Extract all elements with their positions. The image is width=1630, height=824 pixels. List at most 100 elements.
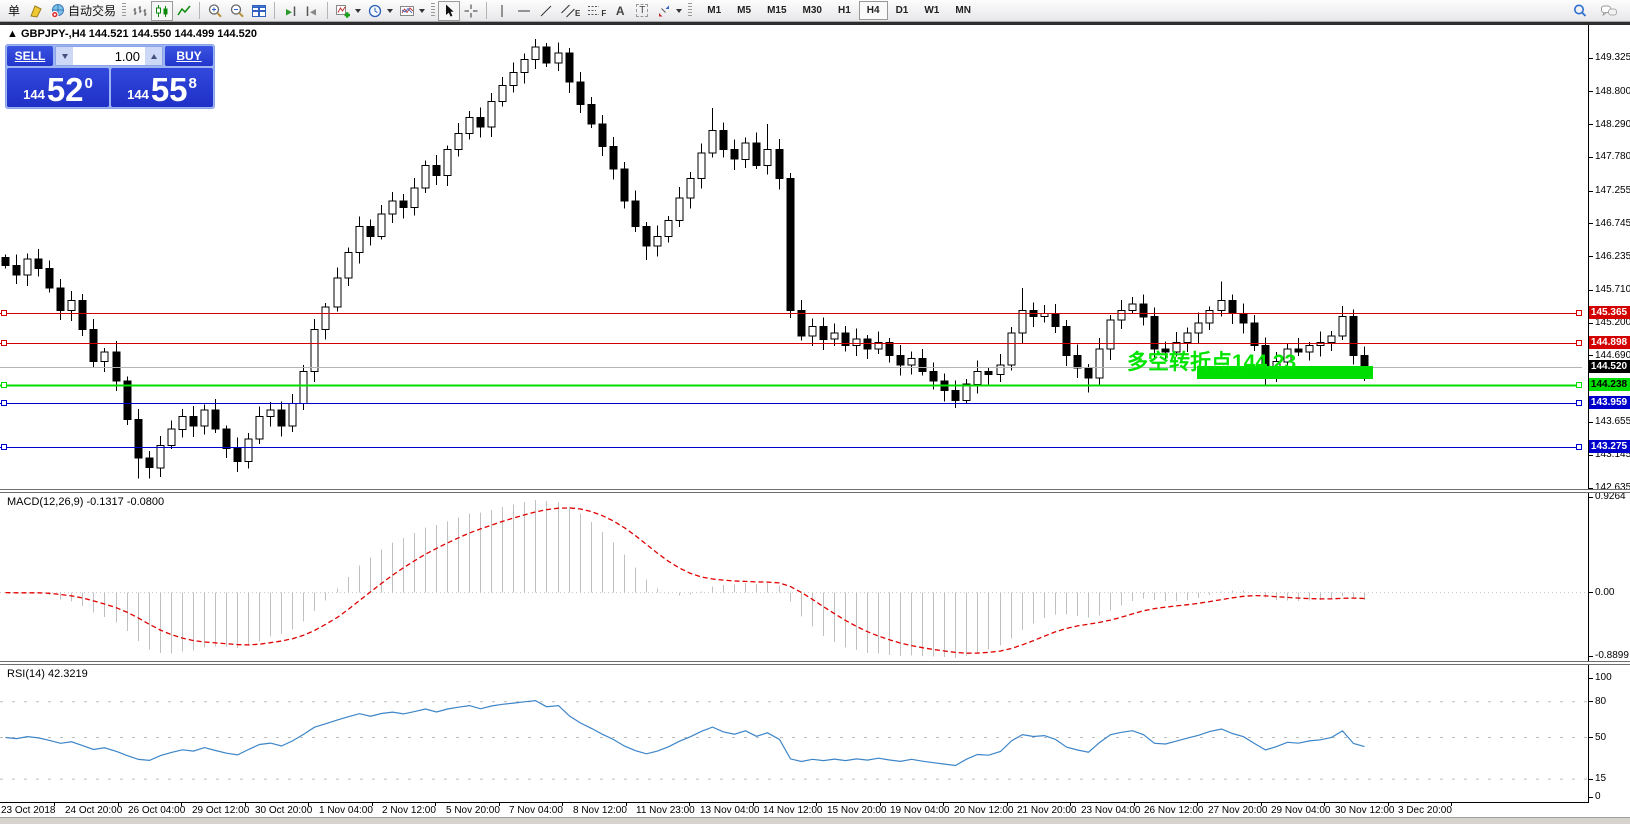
fibonacci-tool-button[interactable]: F bbox=[583, 1, 609, 21]
chevron-down-icon bbox=[419, 8, 426, 13]
timeframe-M30[interactable]: M30 bbox=[802, 5, 822, 16]
crosshair-tool-button[interactable] bbox=[460, 1, 482, 21]
sell-price-sup: 0 bbox=[84, 75, 93, 92]
candlestick-chart-button[interactable] bbox=[151, 0, 174, 21]
sell-button[interactable]: SELL bbox=[7, 46, 53, 66]
zoom-out-button[interactable] bbox=[226, 1, 248, 21]
buy-price-button[interactable]: 144 55 8 bbox=[111, 68, 213, 107]
macd-indicator-label: MACD(12,26,9) -0.1317 -0.0800 bbox=[7, 496, 165, 508]
channel-letter: E bbox=[575, 9, 581, 18]
bar-chart-button[interactable] bbox=[129, 1, 151, 21]
rsi-pane-splitter[interactable] bbox=[0, 661, 1630, 665]
zoom-out-icon bbox=[229, 3, 245, 19]
sell-label: SELL bbox=[14, 49, 46, 63]
hline-handle[interactable] bbox=[1, 444, 7, 450]
templates-button[interactable] bbox=[396, 1, 428, 21]
candlestick-chart-icon bbox=[154, 3, 170, 19]
add-indicator-button[interactable] bbox=[332, 1, 364, 21]
sell-price-big: 52 bbox=[46, 70, 84, 108]
rsi-line bbox=[5, 699, 1365, 767]
timeframe-W1[interactable]: W1 bbox=[924, 5, 940, 16]
hline-handle[interactable] bbox=[1, 340, 7, 346]
new-order-label: 单 bbox=[7, 4, 20, 18]
new-order-button[interactable]: 单 bbox=[3, 1, 25, 21]
line-chart-icon bbox=[176, 3, 192, 19]
annotation-text[interactable]: 多空转折点144.23 bbox=[1127, 351, 1297, 374]
zoom-in-icon bbox=[207, 3, 223, 19]
support-bar-rect[interactable] bbox=[1197, 366, 1373, 379]
volume-increase-button[interactable] bbox=[145, 47, 162, 65]
timeframe-H4[interactable]: H4 bbox=[858, 1, 888, 20]
hline-handle[interactable] bbox=[1, 400, 7, 406]
sell-price-prefix: 144 bbox=[23, 87, 45, 102]
trendline-tool-button[interactable] bbox=[535, 1, 557, 21]
support-rectangle[interactable] bbox=[1197, 366, 1373, 379]
equidistant-channel-icon bbox=[560, 3, 576, 19]
chart-shift-button[interactable] bbox=[301, 1, 323, 21]
timeframe-M15[interactable]: M15 bbox=[767, 5, 787, 16]
arrows-icon bbox=[656, 3, 672, 19]
hline-handle[interactable] bbox=[1, 310, 7, 316]
timeframe-H1[interactable]: H1 bbox=[837, 5, 851, 16]
symbol-info-text: GBPJPY-,H4 144.521 144.550 144.499 144.5… bbox=[20, 28, 258, 40]
channel-tool-button[interactable]: E bbox=[557, 1, 583, 21]
timeframe-MN[interactable]: MN bbox=[955, 5, 971, 16]
auto-trading-button[interactable]: 自动交易 bbox=[47, 1, 119, 21]
search-button[interactable] bbox=[1569, 1, 1591, 21]
bar-chart-icon bbox=[132, 3, 148, 19]
crosshair-icon bbox=[463, 3, 479, 19]
chat-button[interactable] bbox=[1597, 1, 1621, 21]
hline-handle[interactable] bbox=[1, 382, 7, 388]
toolbar-grip bbox=[688, 3, 693, 18]
toolbar-grip bbox=[122, 3, 127, 18]
periods-button[interactable] bbox=[364, 1, 396, 21]
tile-windows-button[interactable] bbox=[248, 1, 270, 21]
horizontal-lines bbox=[0, 310, 1582, 450]
cursor-tool-button[interactable] bbox=[438, 0, 461, 21]
hline-handle[interactable] bbox=[1576, 382, 1582, 388]
hline-handle[interactable] bbox=[1576, 340, 1582, 346]
zoom-in-button[interactable] bbox=[204, 1, 226, 21]
add-indicator-icon bbox=[335, 3, 351, 19]
text-label-icon: T bbox=[636, 4, 649, 17]
trendline-icon bbox=[538, 3, 554, 19]
search-icon bbox=[1572, 3, 1588, 19]
toolbar-grip bbox=[431, 3, 436, 18]
timeframe-M5[interactable]: M5 bbox=[737, 5, 752, 16]
text-label-tool-button[interactable]: T bbox=[631, 1, 653, 21]
arrows-tool-button[interactable] bbox=[653, 1, 685, 21]
chevron-down-icon bbox=[355, 8, 362, 13]
line-chart-button[interactable] bbox=[173, 1, 195, 21]
volume-field[interactable]: 1.00 bbox=[73, 47, 145, 65]
candlesticks bbox=[1, 39, 1369, 479]
order-history-button[interactable] bbox=[25, 1, 47, 21]
rsi-indicator-label: RSI(14) 42.3219 bbox=[7, 668, 88, 680]
hline-handle[interactable] bbox=[1576, 310, 1582, 316]
timeframe-D1[interactable]: D1 bbox=[895, 5, 909, 16]
vertical-line-icon bbox=[494, 3, 510, 19]
chevron-down-icon bbox=[387, 8, 394, 13]
horizontal-line-tool-button[interactable] bbox=[513, 1, 535, 21]
buy-button[interactable]: BUY bbox=[165, 46, 213, 66]
triangle-down-icon bbox=[61, 53, 68, 59]
hline-handle[interactable] bbox=[1576, 444, 1582, 450]
auto-scroll-icon bbox=[282, 3, 298, 19]
price-axis-border bbox=[1588, 24, 1589, 803]
text-tool-icon: A bbox=[615, 3, 625, 18]
symbol-direction-icon: ▲ bbox=[7, 28, 18, 40]
chevron-down-icon bbox=[676, 8, 683, 13]
triangle-up-icon bbox=[150, 53, 157, 59]
buy-label: BUY bbox=[176, 49, 202, 63]
vertical-line-tool-button[interactable] bbox=[491, 1, 513, 21]
macd-pane-splitter[interactable] bbox=[0, 489, 1630, 493]
sell-price-button[interactable]: 144 52 0 bbox=[7, 68, 109, 107]
timeframe-M1[interactable]: M1 bbox=[707, 5, 722, 16]
chat-icon bbox=[1600, 3, 1618, 19]
buy-price-big: 55 bbox=[150, 70, 188, 108]
hline-handle[interactable] bbox=[1576, 400, 1582, 406]
auto-scroll-button[interactable] bbox=[279, 1, 301, 21]
auto-trading-icon bbox=[50, 3, 66, 19]
text-tool-button[interactable]: A bbox=[609, 1, 631, 21]
volume-decrease-button[interactable] bbox=[56, 47, 73, 65]
